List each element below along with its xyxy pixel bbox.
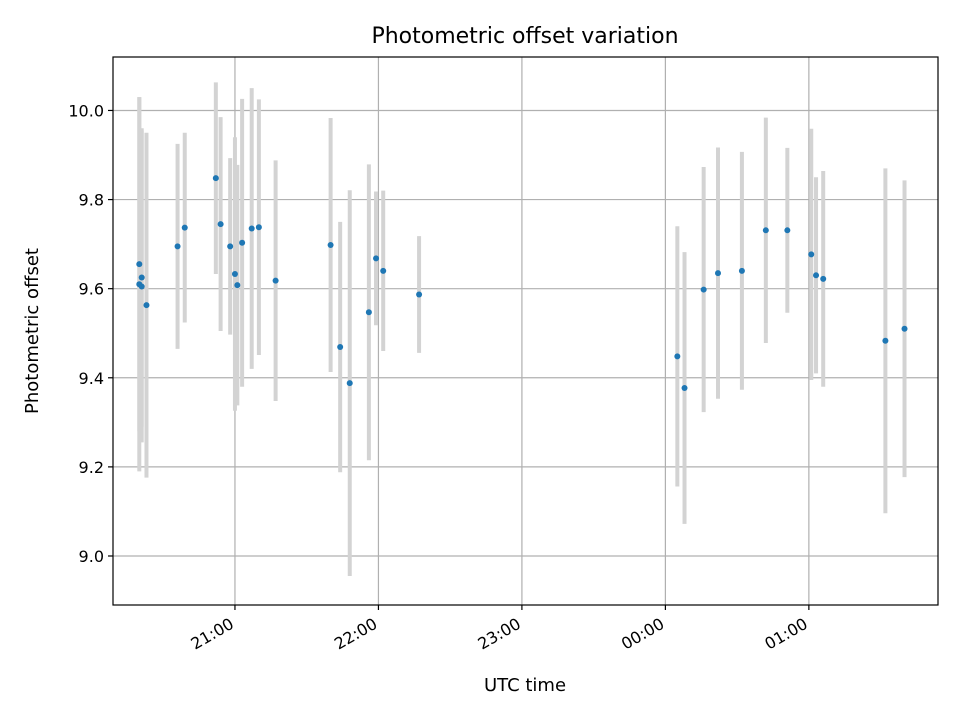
data-point [181,224,188,231]
data-point [820,275,827,282]
data-point [715,270,721,277]
y-tick-label: 9.8 [79,191,104,210]
data-point [255,224,262,231]
data-point [174,243,181,250]
data-point [674,353,681,360]
data-point [380,267,387,274]
data-point [143,302,150,309]
data-point [212,175,219,182]
data-point [901,325,908,332]
y-tick-label: 9.6 [79,280,104,299]
y-tick-label: 9.2 [79,458,104,477]
data-point [808,251,815,258]
data-point [217,221,224,228]
data-point [346,380,353,387]
y-tick-label: 9.0 [79,547,104,566]
data-point [239,239,246,246]
y-axis-label: Photometric offset [22,248,43,414]
data-point [231,270,238,277]
chart-title: Photometric offset variation [371,24,678,49]
data-point [136,261,143,268]
data-point [681,385,688,392]
data-point [762,227,769,234]
y-tick-label: 9.4 [79,369,104,388]
data-point [365,309,372,316]
x-axis-label: UTC time [484,675,566,696]
data-point [327,242,334,249]
data-point [813,272,820,279]
data-point [248,225,255,232]
y-tick-label: 10.0 [68,101,104,120]
data-point [738,267,745,274]
data-point [700,286,707,293]
data-point [373,255,380,262]
data-points [136,175,908,392]
data-point [138,283,145,290]
plot-frame [112,56,939,606]
data-point [416,291,423,298]
data-point [272,277,279,284]
data-point [784,227,791,234]
data-point [138,274,145,281]
data-point [882,337,889,344]
data-point [227,243,234,250]
data-point [337,344,344,351]
y-axis-ticks: 9.0 9.2 9.4 9.6 9.8 10.0 [68,101,113,566]
data-point [234,282,241,289]
